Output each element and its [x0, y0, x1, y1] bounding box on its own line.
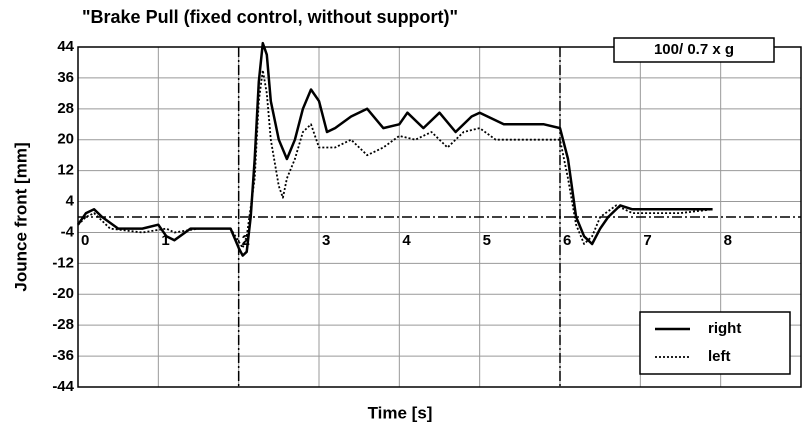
line-series	[76, 41, 713, 257]
x-tick-label: 7	[643, 232, 651, 249]
y-tick-label: 28	[57, 100, 74, 117]
y-tick-label: 12	[57, 162, 74, 179]
x-tick-label: 6	[563, 232, 571, 249]
y-tick-label: -20	[52, 285, 74, 302]
legend-label: right	[708, 320, 741, 337]
x-tick-label: 1	[161, 232, 169, 249]
x-tick-label: 2	[242, 232, 250, 249]
chart-title: "Brake Pull (fixed control, without supp…	[82, 7, 458, 27]
y-tick-label: 44	[57, 38, 74, 55]
y-axis-label: Jounce front [mm]	[11, 142, 30, 291]
y-tick-label: -28	[52, 316, 74, 333]
annotation: 100/ 0.7 x g	[654, 41, 734, 58]
y-tick-label: 36	[57, 69, 74, 86]
legend-box	[639, 311, 791, 375]
legend-label: left	[708, 348, 731, 365]
x-tick-label: 4	[402, 232, 411, 249]
y-tick-label: 4	[66, 193, 75, 210]
x-tick-label: 3	[322, 232, 330, 249]
x-axis-label: Time [s]	[368, 403, 433, 422]
y-tick-label: -4	[61, 223, 75, 240]
y-tick-label: -12	[52, 254, 74, 271]
y-tick-label: 20	[57, 131, 74, 148]
x-tick-label: 0	[81, 232, 89, 249]
y-tick-label: -36	[52, 347, 74, 364]
x-tick-label: 5	[483, 232, 491, 249]
line-series	[77, 69, 713, 249]
annotation-box	[613, 37, 775, 63]
y-tick-label: -44	[52, 378, 74, 395]
x-tick-label: 8	[724, 232, 732, 249]
